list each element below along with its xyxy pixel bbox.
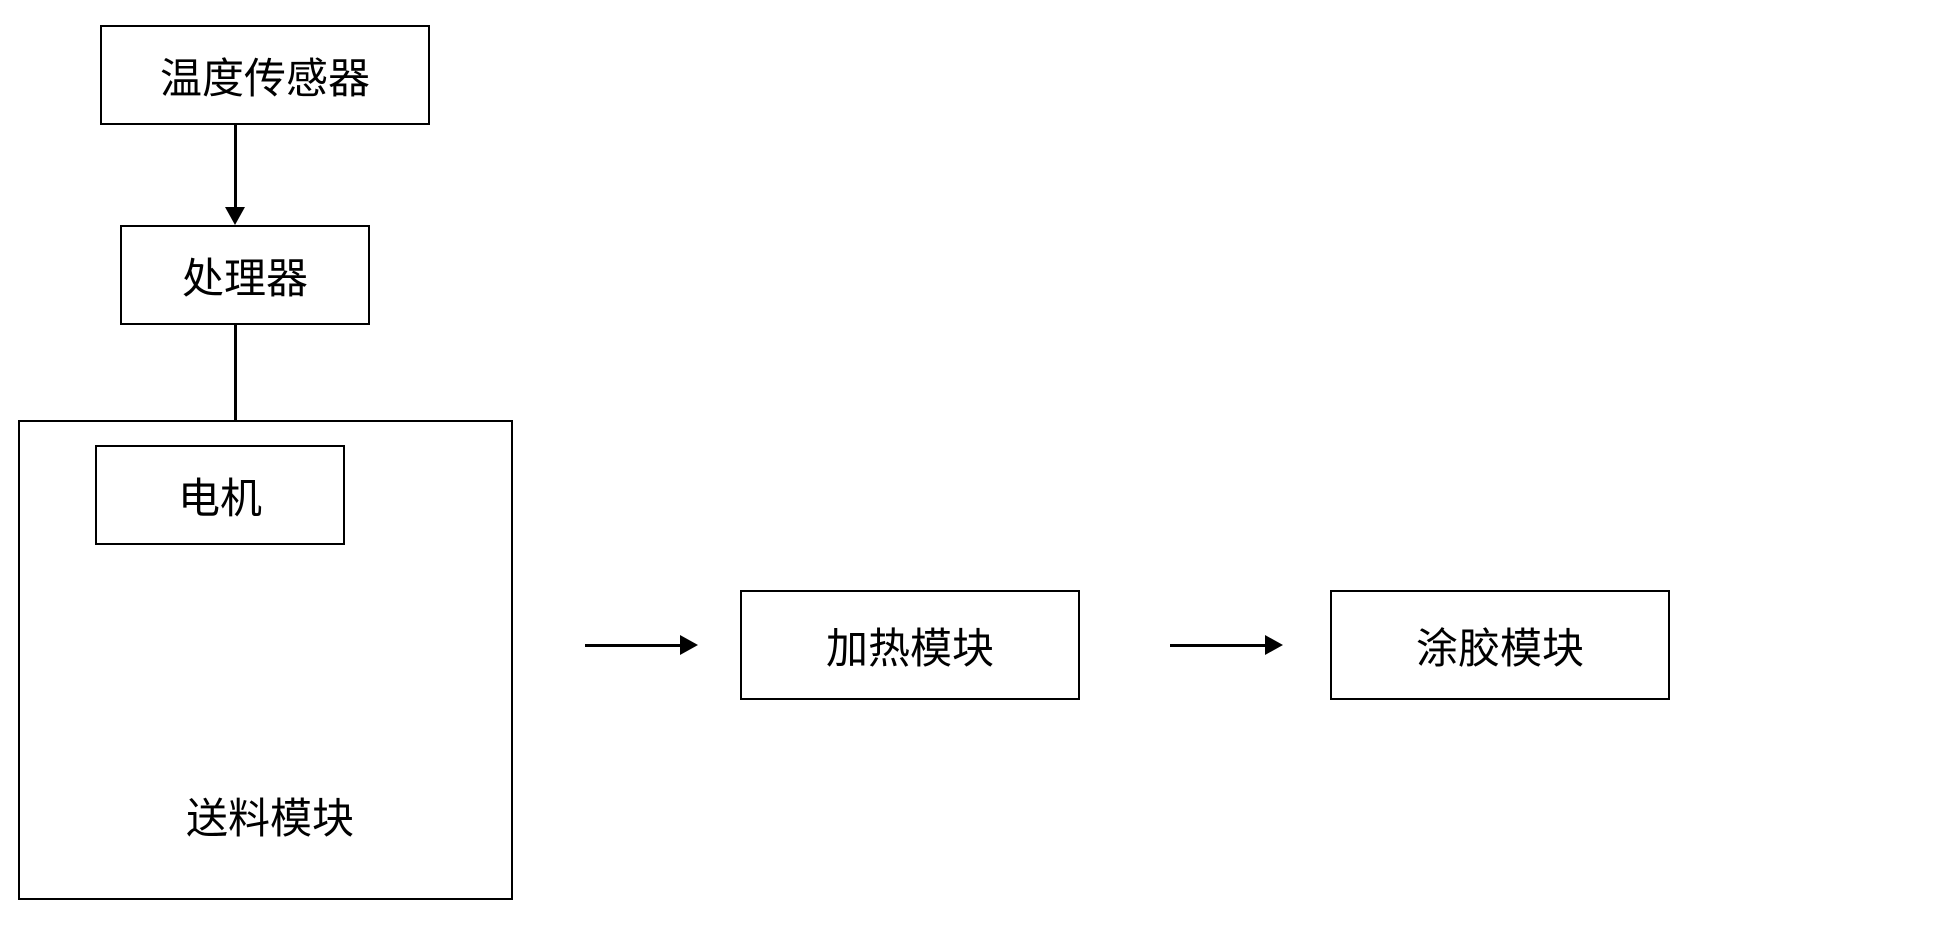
node-label: 处理器 xyxy=(182,245,308,306)
node-label: 温度传感器 xyxy=(160,45,370,106)
node-heating-module: 加热模块 xyxy=(740,590,1080,700)
node-label: 涂胶模块 xyxy=(1416,615,1584,676)
node-temperature-sensor: 温度传感器 xyxy=(100,25,430,125)
arrow-processor-to-motor xyxy=(234,325,237,427)
node-label: 加热模块 xyxy=(826,615,994,676)
feeding-module-label: 送料模块 xyxy=(170,790,370,840)
arrow-sensor-to-processor xyxy=(234,125,237,207)
arrowhead-feeding-to-heating xyxy=(680,635,698,655)
arrowhead-sensor-to-processor xyxy=(225,207,245,225)
arrowhead-heating-to-gluing xyxy=(1265,635,1283,655)
node-gluing-module: 涂胶模块 xyxy=(1330,590,1670,700)
label-text: 送料模块 xyxy=(186,785,354,846)
node-processor: 处理器 xyxy=(120,225,370,325)
node-motor: 电机 xyxy=(95,445,345,545)
node-label: 电机 xyxy=(178,465,262,526)
arrow-heating-to-gluing xyxy=(1170,644,1265,647)
arrow-feeding-to-heating xyxy=(585,644,680,647)
